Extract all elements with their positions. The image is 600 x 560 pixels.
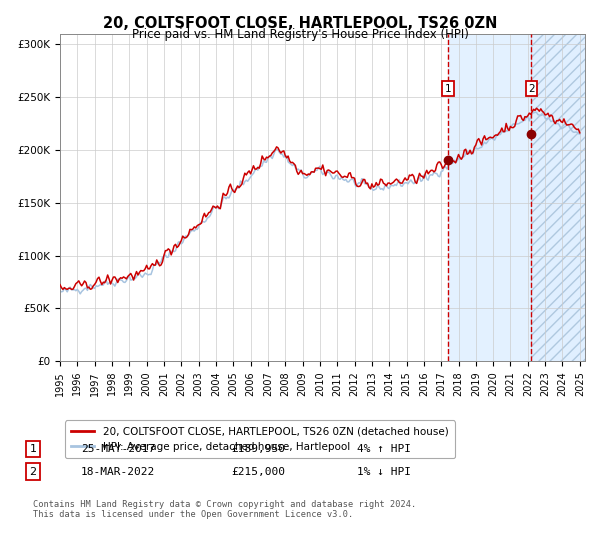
Text: 2: 2 (528, 83, 535, 94)
Text: £189,950: £189,950 (231, 444, 285, 454)
Text: 25-MAY-2017: 25-MAY-2017 (81, 444, 155, 454)
Text: 18-MAR-2022: 18-MAR-2022 (81, 466, 155, 477)
Text: 4% ↑ HPI: 4% ↑ HPI (357, 444, 411, 454)
Text: Contains HM Land Registry data © Crown copyright and database right 2024.
This d: Contains HM Land Registry data © Crown c… (33, 500, 416, 519)
Bar (448, 34, 532, 361)
Text: 1: 1 (29, 444, 37, 454)
Text: 1: 1 (445, 83, 451, 94)
Bar (532, 34, 585, 361)
Text: £215,000: £215,000 (231, 466, 285, 477)
Text: 1% ↓ HPI: 1% ↓ HPI (357, 466, 411, 477)
Text: 20, COLTSFOOT CLOSE, HARTLEPOOL, TS26 0ZN: 20, COLTSFOOT CLOSE, HARTLEPOOL, TS26 0Z… (103, 16, 497, 31)
Text: Price paid vs. HM Land Registry's House Price Index (HPI): Price paid vs. HM Land Registry's House … (131, 28, 469, 41)
Text: 2: 2 (29, 466, 37, 477)
Legend: 20, COLTSFOOT CLOSE, HARTLEPOOL, TS26 0ZN (detached house), HPI: Average price, : 20, COLTSFOOT CLOSE, HARTLEPOOL, TS26 0Z… (65, 421, 455, 458)
